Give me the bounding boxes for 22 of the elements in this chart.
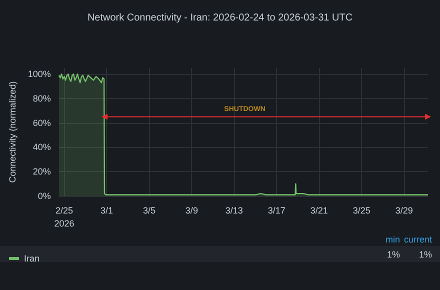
x-tick-label: 3/1 (100, 206, 113, 216)
y-tick-label: 60% (32, 118, 51, 128)
legend-label: Iran (24, 254, 40, 264)
y-tick-label: 80% (32, 93, 51, 104)
x-tick-label: 3/25 (352, 206, 370, 216)
y-axis-title: Connectivity (normalized) (8, 81, 18, 183)
text: current (404, 234, 432, 244)
text: 1% (386, 250, 400, 260)
x-tick-label: 3/21 (310, 206, 328, 216)
x-tick-label: 3/9 (185, 206, 198, 216)
x-tick-label: 3/29 (395, 206, 413, 216)
y-tick-label: 20% (32, 166, 51, 177)
x-tick-label: 3/17 (268, 206, 286, 216)
text: min (386, 234, 400, 244)
text: 1% (418, 250, 432, 260)
y-tick-label: 0% (38, 191, 51, 201)
x-tick-label: 3/5 (142, 206, 156, 216)
y-tick-label: 40% (32, 142, 51, 152)
x-tick-label: 3/13 (225, 206, 243, 216)
chart-title: Network Connectivity - Iran: 2026-02-24 to 2026-03-31 UTC (87, 12, 353, 24)
y-tick-label: 100% (28, 69, 51, 80)
x-tick-label: 2/25 2026 (54, 206, 74, 228)
